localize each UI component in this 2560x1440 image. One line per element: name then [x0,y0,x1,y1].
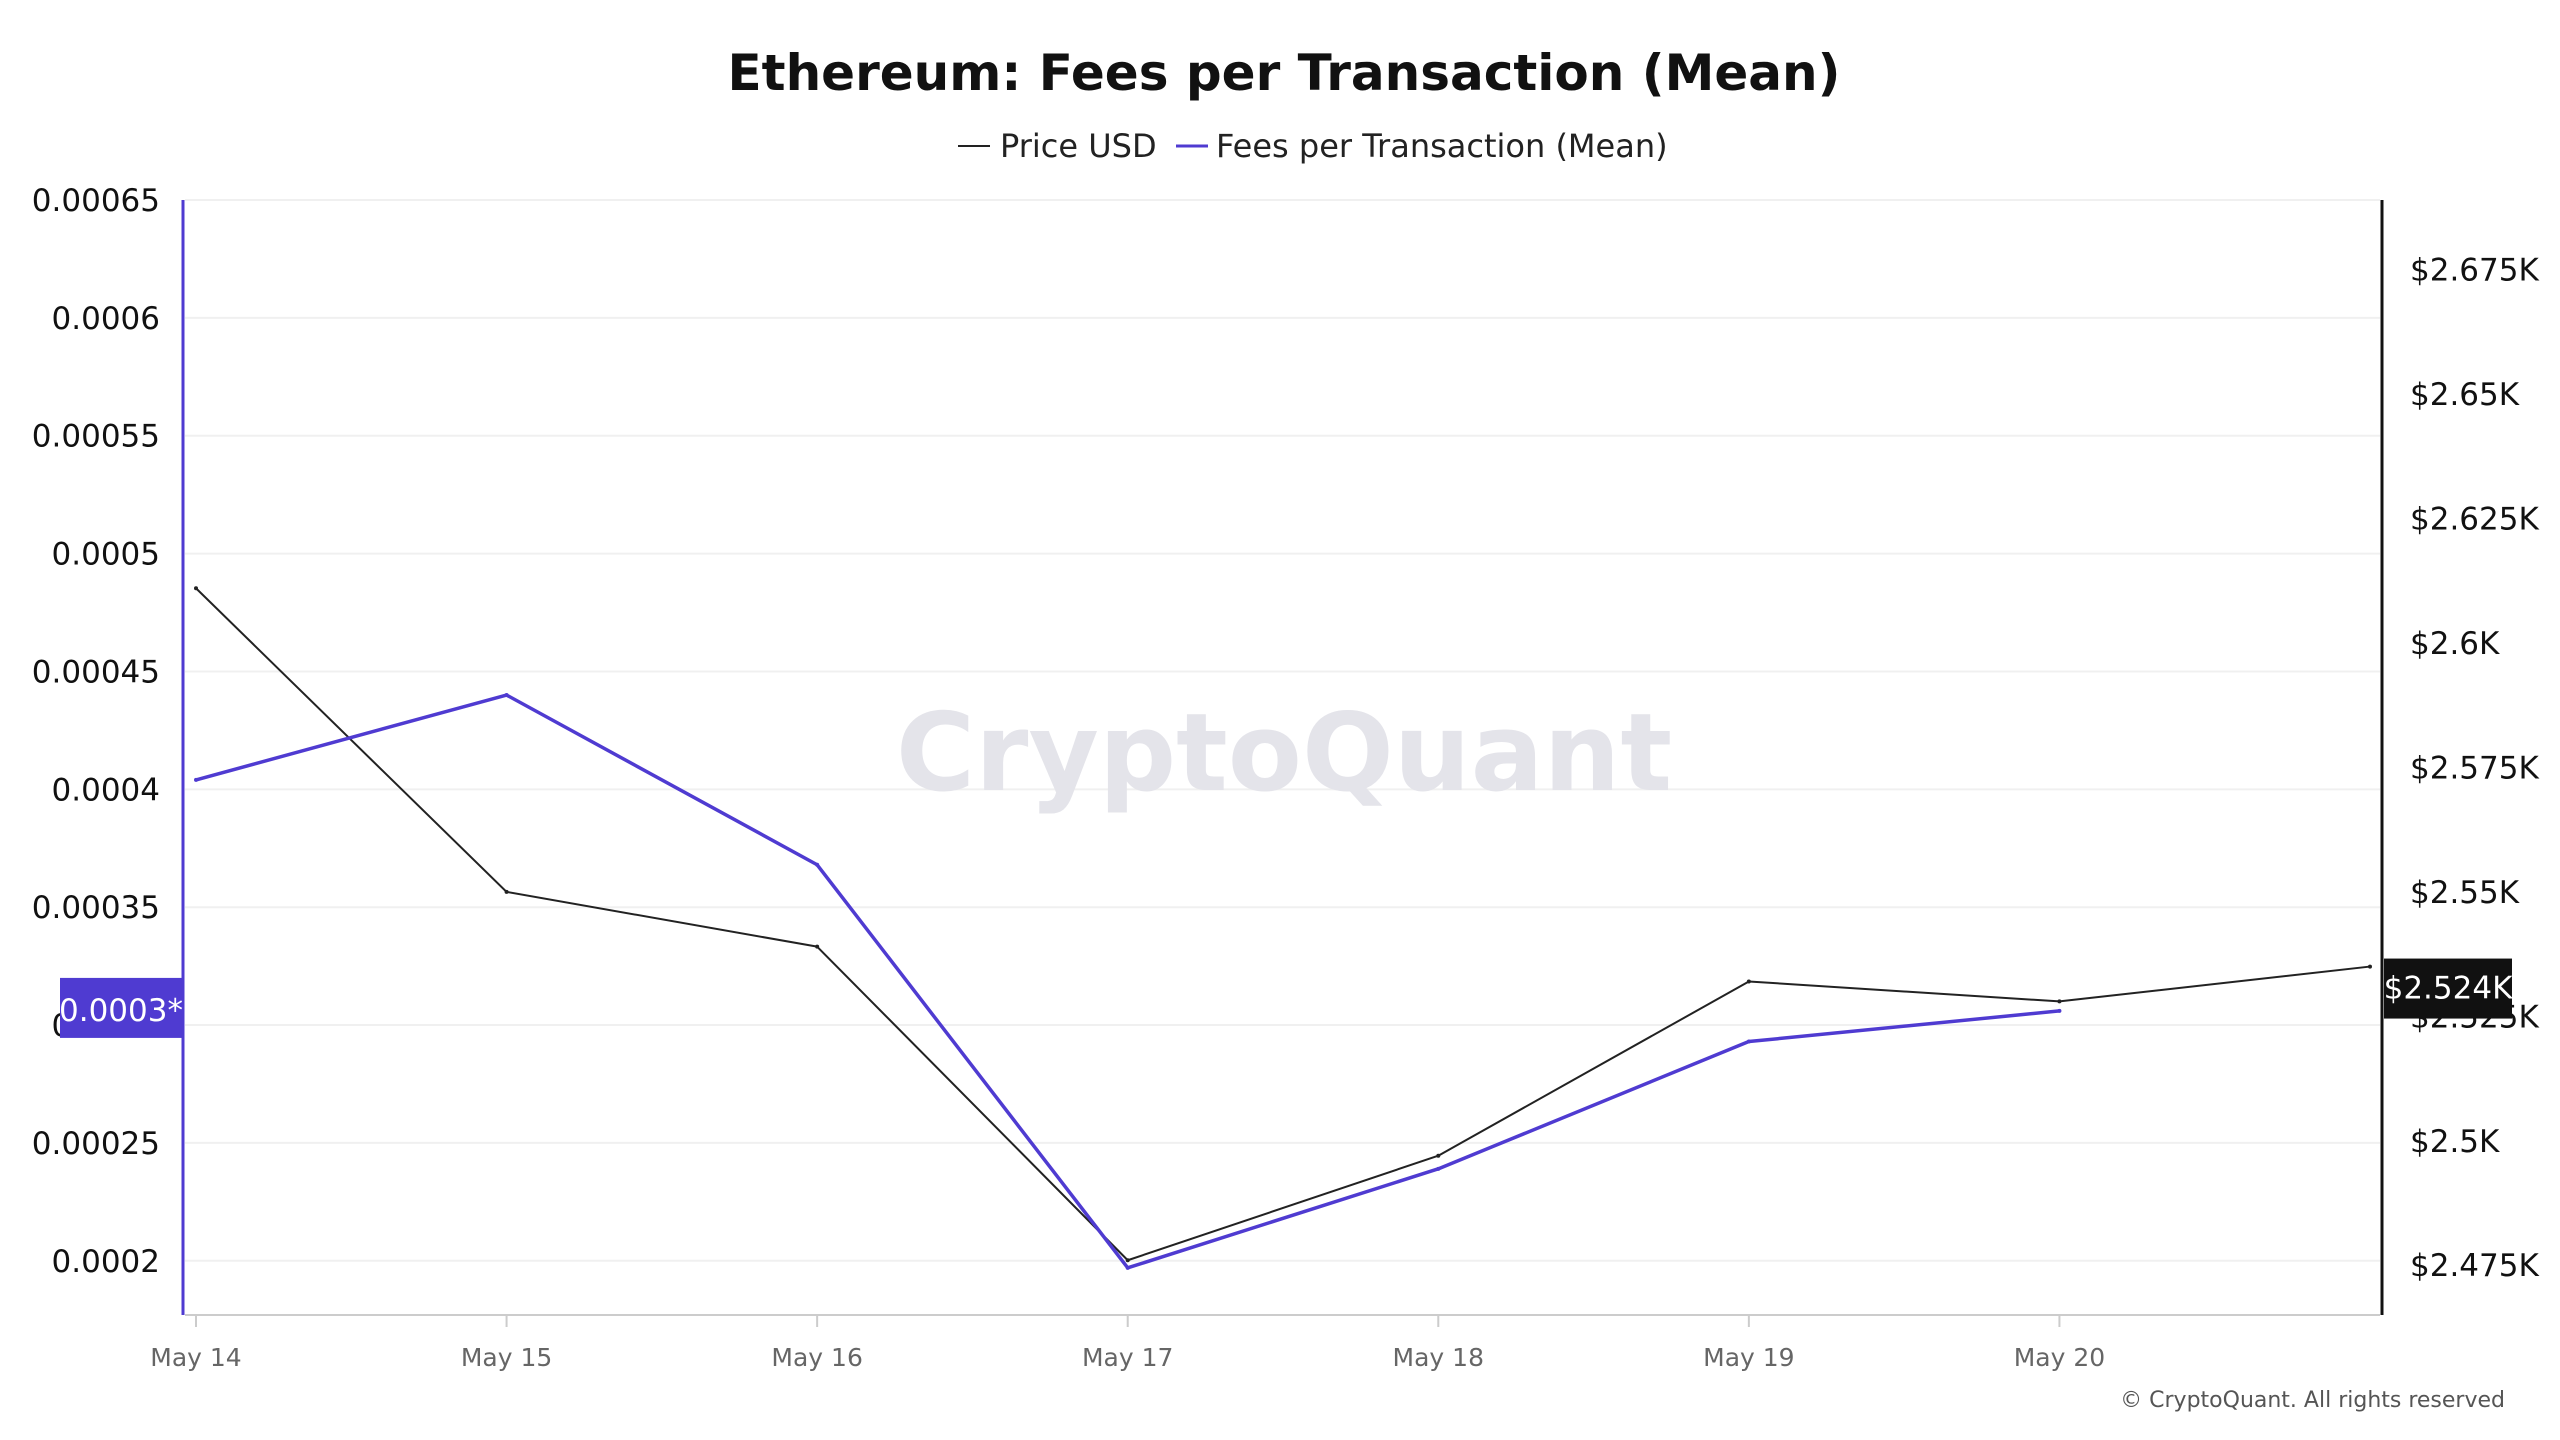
legend-fees-label[interactable]: Fees per Transaction (Mean) [1216,127,1668,165]
price-usd-line[interactable] [195,587,2371,1262]
fees-per-transaction-point[interactable] [1746,1039,1751,1044]
right-axis-tick-label: $2.575K [2410,750,2539,786]
left-axis-tick-label: 0.00025 [32,1126,160,1162]
axes [181,200,2384,1316]
price-usd-point[interactable] [2057,999,2062,1004]
right-current-flag: $2.524K [2384,958,2513,1019]
price-usd-point[interactable] [1746,979,1751,984]
fees-per-transaction-point[interactable] [2057,1008,2062,1013]
x-axis-tick-label: May 19 [1703,1343,1794,1372]
legend-price-label[interactable]: Price USD [1000,127,1157,165]
copyright-footer: © CryptoQuant. All rights reserved [2120,1388,2505,1413]
right-axis-tick-label: $2.475K [2410,1248,2539,1284]
price-usd-point[interactable] [194,586,198,591]
left-current-flag: 0.0003* [59,977,183,1038]
watermark: CryptoQuant [896,691,1672,816]
left-axis-tick-label: 0.00065 [32,183,160,219]
x-axis-tick-label: May 20 [2014,1343,2105,1372]
left-axis-tick-label: 0.0004 [52,772,160,808]
right-axis-tick-label: $2.55K [2410,875,2520,911]
left-axis-tick-label: 0.00055 [32,419,160,455]
right-axis-tick-label: $2.625K [2410,502,2539,538]
legend[interactable]: Price USD Fees per Transaction (Mean) [958,127,1668,165]
left-axis-tick-label: 0.0006 [52,301,160,337]
price-usd-point[interactable] [1436,1153,1441,1158]
x-axis-tick-label: May 15 [461,1343,552,1372]
left-axis-tick-label: 0.0002 [52,1244,160,1280]
price-usd-point[interactable] [2368,964,2372,969]
price-usd-point[interactable] [1125,1258,1130,1263]
fees-per-transaction-point[interactable] [815,862,820,867]
left-current-flag-box [60,977,183,1038]
right-axis-ticks: $2.475K$2.5K$2.525K$2.55K$2.575K$2.6K$2.… [2410,253,2539,1285]
left-axis-tick-label: 0.0005 [52,537,160,573]
x-axis-tick-label: May 14 [150,1343,241,1372]
fees-per-transaction-point[interactable] [1125,1265,1130,1270]
left-axis-tick-label: 0.00035 [32,890,160,926]
left-axis-ticks: 0.00020.000250.00030.000350.00040.000450… [32,183,160,1280]
x-axis-tick-label: May 18 [1393,1343,1484,1372]
right-axis-tick-label: $2.5K [2410,1124,2500,1160]
price-usd-point[interactable] [504,889,509,894]
right-current-flag-box [2384,958,2512,1019]
right-axis-tick-label: $2.675K [2410,253,2539,289]
chart-title: Ethereum: Fees per Transaction (Mean) [728,44,1841,102]
fees-per-transaction-point[interactable] [1436,1166,1441,1171]
fees-per-transaction-point[interactable] [194,777,198,782]
right-current-flag-label: $2.524K [2384,971,2513,1007]
left-axis-tick-label: 0.00045 [32,654,160,690]
left-current-flag-label: 0.0003* [59,993,183,1029]
price-usd-point[interactable] [815,944,820,949]
gridlines [185,199,2380,1262]
right-axis-tick-label: $2.65K [2410,377,2520,413]
series[interactable] [194,586,2372,1270]
right-axis-tick-label: $2.6K [2410,626,2500,662]
x-axis-ticks: May 14 May 15 May 16 May 17 May 18 May 19 May … [150,1315,2105,1372]
x-axis-tick-label: May 16 [771,1343,862,1372]
x-axis-tick-label: May 17 [1082,1343,1173,1372]
fees-per-transaction-point[interactable] [504,693,509,698]
